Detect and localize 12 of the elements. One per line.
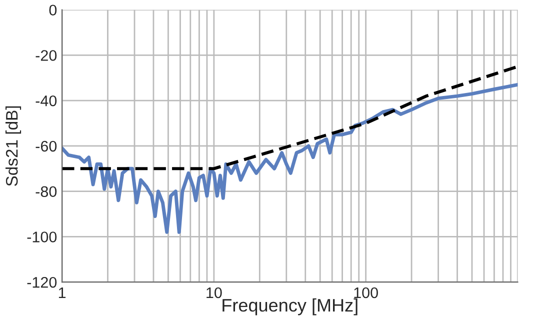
- x-tick-label: 10: [206, 287, 222, 298]
- y-tick-label: -40: [36, 95, 57, 106]
- x-axis-title: Frequency [MHz]: [222, 298, 358, 316]
- y-tick-label: 0: [49, 4, 57, 16]
- y-tick-label: -120: [27, 276, 57, 288]
- x-tick-label: 100: [354, 287, 378, 298]
- x-tick-label: 1: [58, 288, 66, 298]
- y-tick-label: -80: [36, 186, 57, 198]
- y-axis-title: Sds21 [dB]: [6, 106, 22, 186]
- y-tick-label: -60: [36, 140, 57, 152]
- y-tick-label: -20: [36, 50, 57, 61]
- y-tick-label: -100: [27, 232, 57, 242]
